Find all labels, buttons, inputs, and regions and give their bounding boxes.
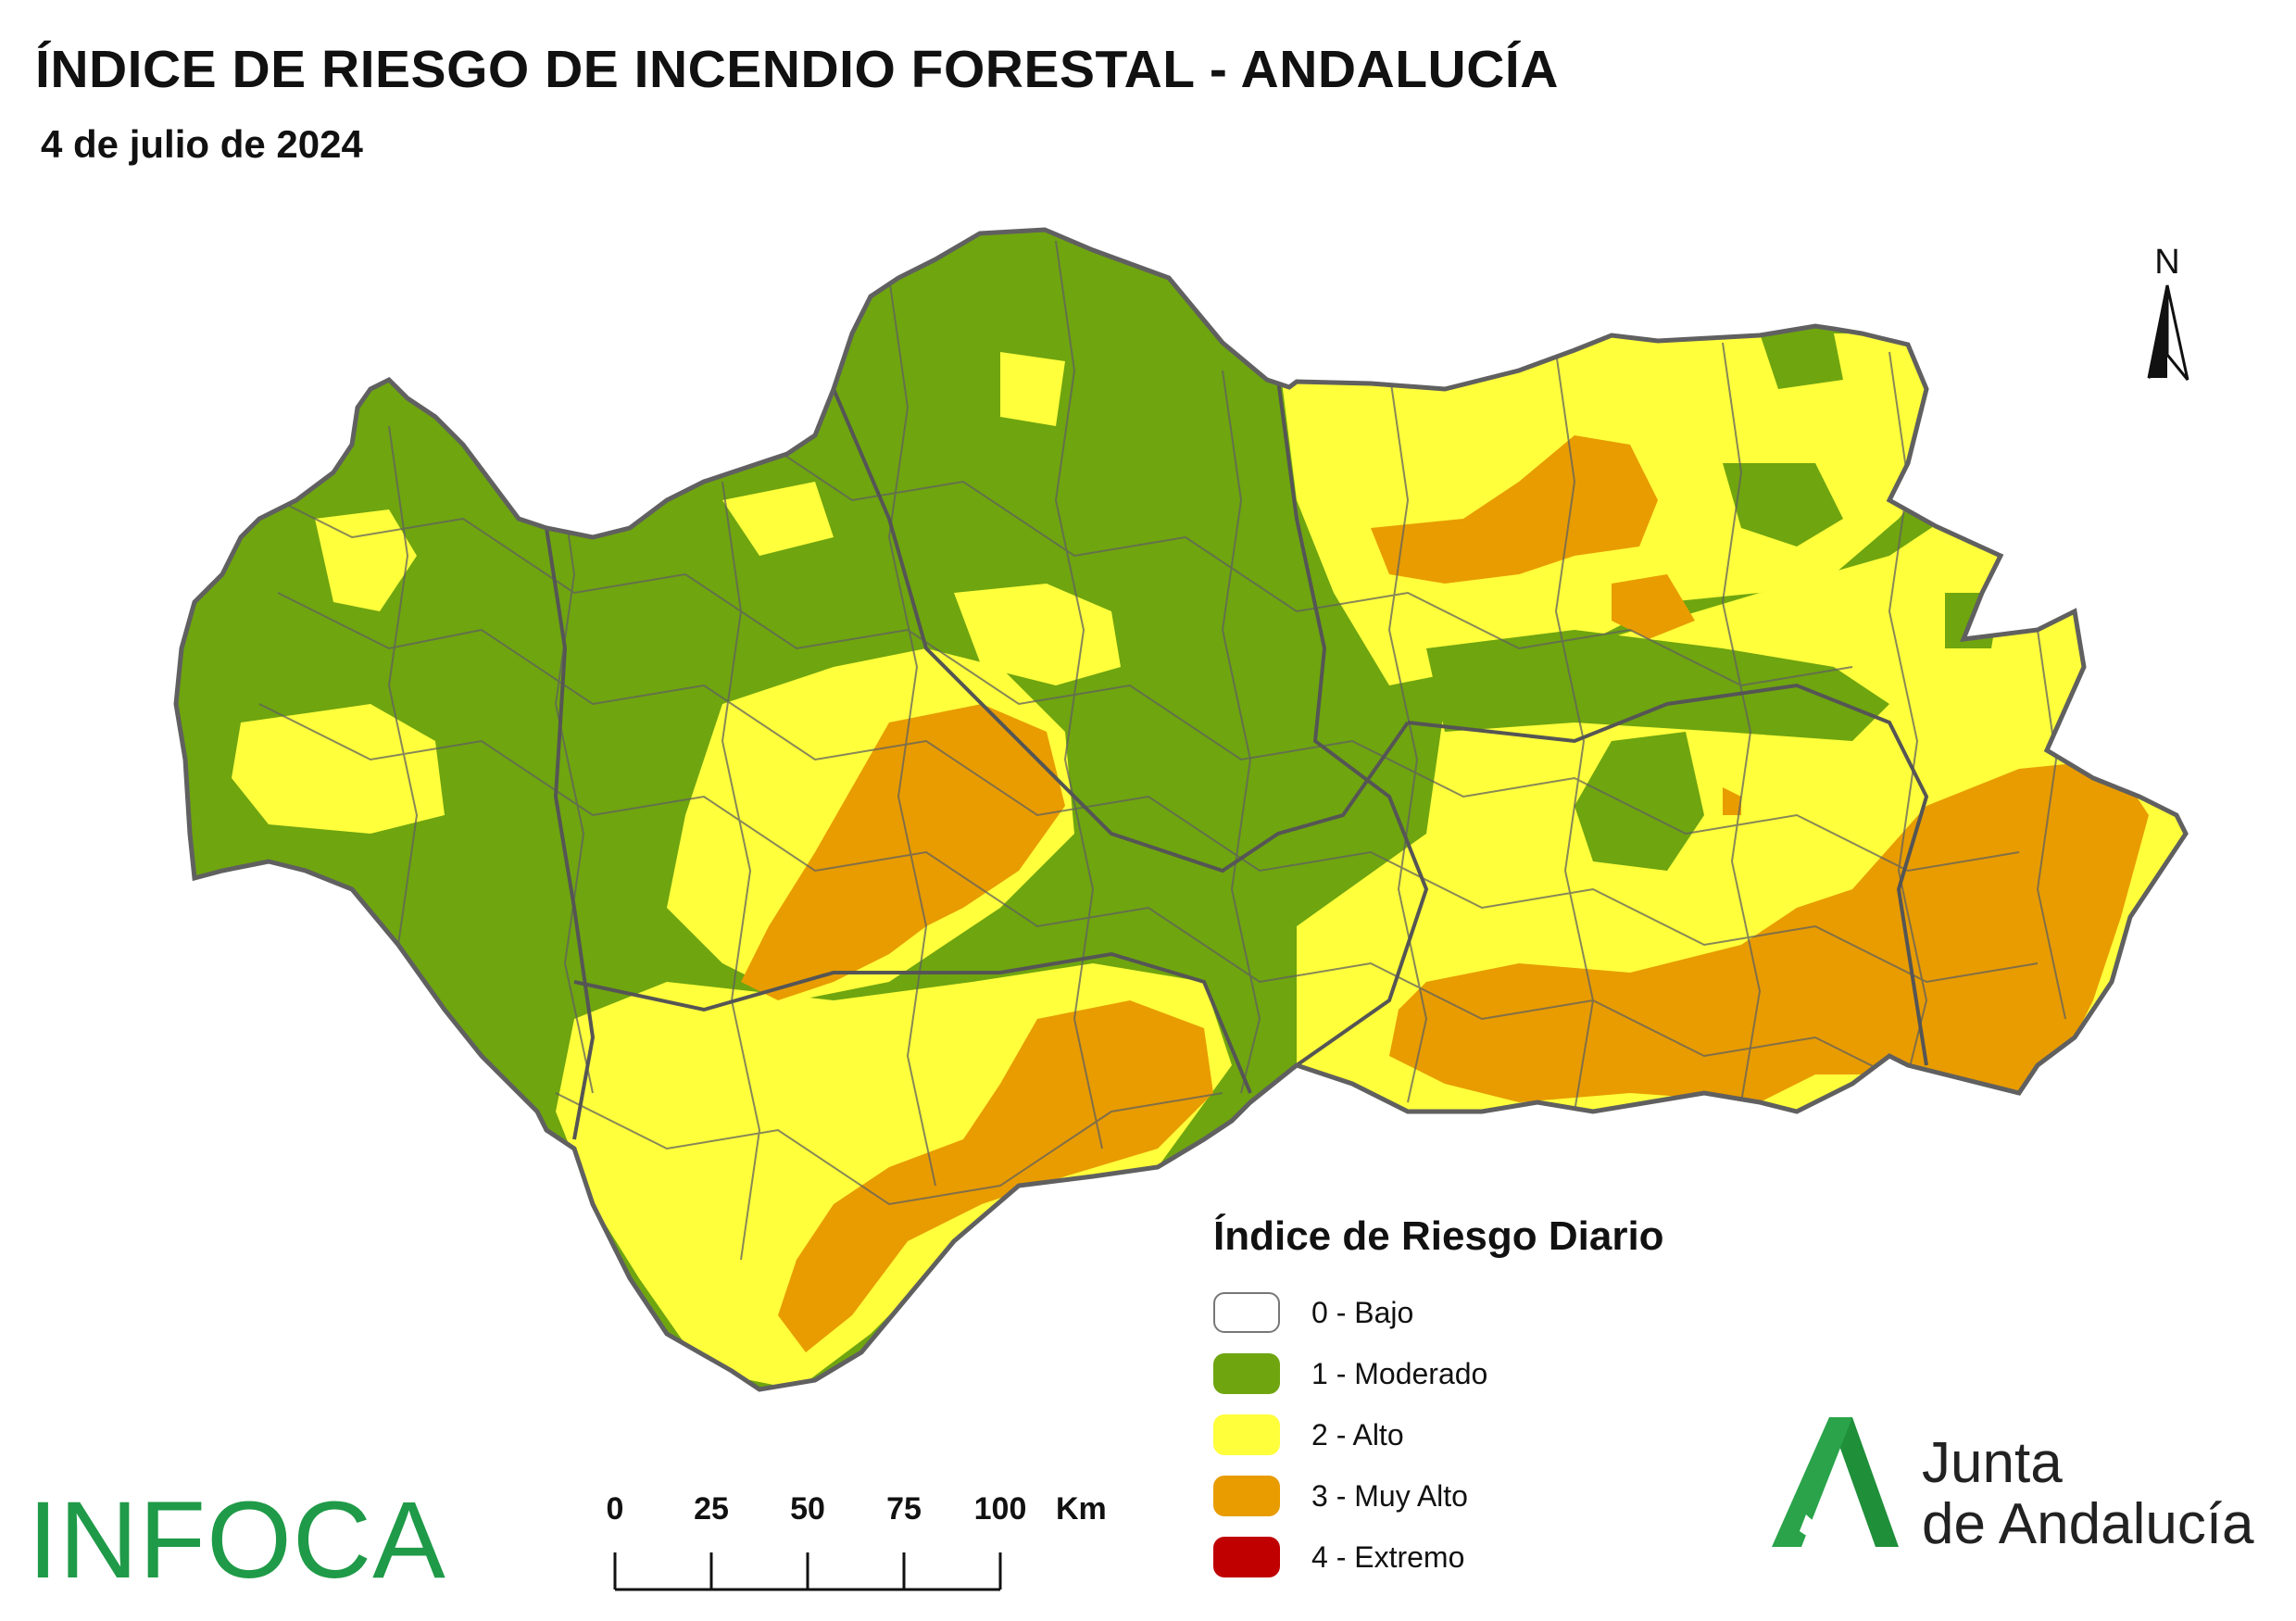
scale-tick-label: 100 [973, 1491, 1027, 1527]
infoca-logo: INFOCA [28, 1479, 446, 1602]
risk-zones [176, 230, 2186, 1389]
swatch-bajo [1213, 1292, 1280, 1333]
legend-label: 1 - Moderado [1311, 1356, 1488, 1390]
swatch-moderado [1213, 1353, 1280, 1394]
legend: Índice de Riesgo Diario 0 - Bajo 1 - Mod… [1213, 1213, 1732, 1588]
legend-item-moderado: 1 - Moderado [1213, 1343, 1732, 1404]
junta-wordmark: Junta de Andalucía [1922, 1433, 2254, 1555]
province-boundaries [545, 379, 1929, 1140]
scale-tick-label: 50 [790, 1491, 825, 1527]
junta-line1: Junta [1922, 1431, 2063, 1495]
legend-label: 4 - Extremo [1311, 1539, 1465, 1574]
junta-logo: Junta de Andalucía [1764, 1413, 2283, 1561]
swatch-alto [1213, 1414, 1280, 1455]
scale-unit: Km [1056, 1491, 1107, 1527]
legend-label: 2 - Alto [1311, 1417, 1404, 1451]
swatch-muy-alto [1213, 1476, 1280, 1516]
legend-item-muy-alto: 3 - Muy Alto [1213, 1465, 1732, 1527]
legend-label: 3 - Muy Alto [1311, 1478, 1468, 1513]
junta-emblem-icon [1772, 1417, 1899, 1547]
junta-line2: de Andalucía [1922, 1492, 2254, 1556]
north-label: N [2154, 243, 2180, 282]
zones-muy-alto [741, 435, 2149, 1352]
municipal-boundaries [240, 240, 2066, 1261]
scale-bar: 0 25 50 75 100 Km [602, 1491, 1158, 1602]
map-date: 4 de julio de 2024 [41, 122, 363, 166]
scale-tick-label: 25 [694, 1491, 729, 1527]
legend-item-alto: 2 - Alto [1213, 1404, 1732, 1465]
legend-label: 0 - Bajo [1311, 1295, 1414, 1329]
north-arrow-icon [2147, 284, 2189, 381]
legend-title: Índice de Riesgo Diario [1213, 1213, 1664, 1259]
legend-item-bajo: 0 - Bajo [1213, 1282, 1732, 1343]
map-title: ÍNDICE DE RIESGO DE INCENDIO FORESTAL - … [35, 40, 1559, 99]
legend-item-extremo: 4 - Extremo [1213, 1527, 1732, 1588]
scale-tick-label: 75 [886, 1491, 922, 1527]
scale-tick-label: 0 [606, 1491, 624, 1527]
scale-bar-ruler [613, 1552, 1002, 1591]
zones-moderado-east [1426, 333, 2001, 871]
swatch-extremo [1213, 1537, 1280, 1577]
